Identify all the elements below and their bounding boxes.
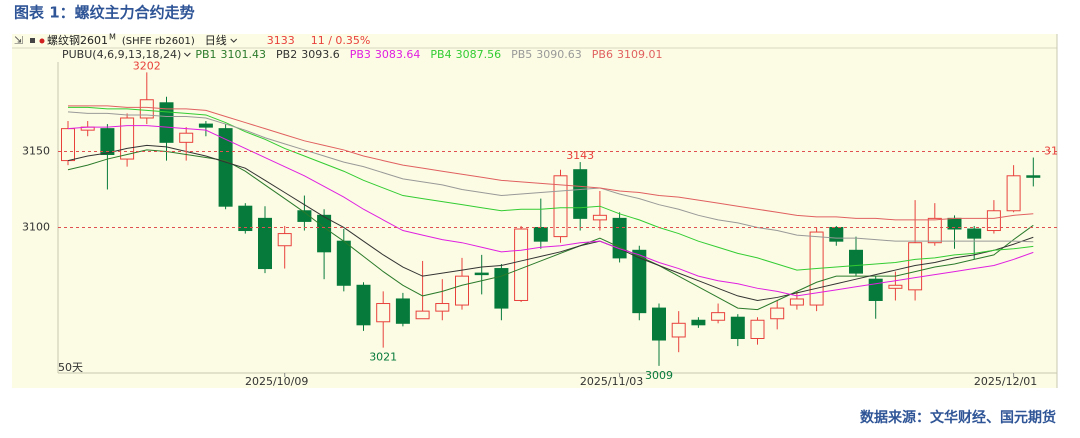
plot: 3146 [61, 72, 1057, 366]
candle-body [297, 210, 312, 222]
candle-body [474, 272, 489, 276]
legend-value: 3090.63 [536, 48, 582, 61]
candle-body [573, 169, 588, 219]
price-change: 11 / 0.35% [311, 34, 371, 47]
x-tick-label: 2025/10/09 [245, 375, 308, 388]
ma-line [67, 111, 1034, 243]
symbol-dot [39, 38, 45, 44]
last-price: 3133 [267, 34, 295, 47]
extreme-label: 3143 [566, 149, 594, 162]
ma-line [68, 105, 1034, 221]
candle-body [927, 217, 942, 244]
candle-body [691, 319, 706, 326]
extreme-label: 3021 [369, 351, 397, 364]
legend-value: 3109.01 [617, 48, 663, 61]
candle-body [671, 322, 686, 338]
candle-body [533, 226, 548, 242]
symbol: 螺纹钢2601 [47, 33, 108, 47]
candle-body [277, 233, 292, 247]
candle-body [632, 249, 647, 314]
candle-body [730, 316, 745, 340]
candle-body [829, 226, 844, 242]
candle-body [494, 268, 509, 309]
candle-body [711, 312, 726, 321]
ma-line [68, 106, 1034, 271]
legend-value: 3087.56 [456, 48, 502, 61]
candle-body [770, 307, 785, 320]
x-tick-label: 2025/11/03 [580, 375, 643, 388]
candle-body [592, 214, 607, 221]
legend-name: PB4 [430, 48, 451, 61]
candle-body [514, 228, 529, 301]
candle-body [868, 278, 883, 301]
legend-name: PB1 [195, 48, 216, 61]
candle-body [336, 240, 351, 286]
candle-body [120, 117, 135, 160]
candle-body [750, 319, 765, 340]
candle-body [258, 217, 272, 270]
legend-name: PB5 [511, 48, 532, 61]
source: 数据来源：文华财经、国元期货 [860, 409, 1056, 426]
plot-background [12, 34, 1057, 388]
extreme-label: 3202 [133, 59, 161, 72]
candle-body [849, 249, 863, 274]
period-chevron [230, 38, 238, 43]
candle-body [376, 303, 391, 323]
symbol-icon [30, 38, 35, 43]
candle-body [967, 228, 982, 239]
candle-body [61, 128, 75, 162]
ma-line [67, 144, 1034, 301]
legend-name: PB3 [350, 48, 371, 61]
legend-value: 3093.6 [301, 48, 340, 61]
candle-body [652, 307, 666, 341]
indicator-label: PUBU(4,6,9,13,18,24) [62, 48, 181, 61]
candle-body [317, 214, 332, 253]
candle-body [986, 210, 1001, 232]
candle-body [159, 102, 174, 143]
candle-body [139, 99, 154, 119]
candle-body [1026, 175, 1041, 178]
legend-name: PB2 [276, 48, 297, 61]
menu-icon: ⇲ [14, 34, 23, 47]
x-tick-label: 2025/12/01 [974, 375, 1037, 388]
candle-body [789, 298, 804, 306]
candle-body [100, 128, 115, 155]
period: 日线 [205, 33, 227, 47]
candle-body [888, 284, 903, 289]
y-tick-label: 3150 [22, 144, 50, 157]
candle-body [356, 284, 371, 326]
legend-name: PB6 [592, 48, 613, 61]
candle-body [198, 123, 213, 128]
candle-body [415, 310, 430, 320]
ma-line [67, 125, 1034, 297]
candle-body [435, 303, 450, 312]
symbol-mark: M [109, 33, 116, 42]
candle-body [612, 217, 627, 259]
y-tick-label: 3100 [22, 220, 50, 233]
candle-body [238, 205, 253, 232]
candle-body [218, 128, 233, 207]
legend-value: 3083.64 [375, 48, 421, 61]
range-label: 50天 [58, 361, 83, 374]
indicator-chevron [183, 52, 191, 57]
candle-body [179, 132, 194, 143]
candle-body [395, 298, 410, 324]
ma-line [67, 149, 1034, 311]
contract: (SHFE rb2601) [122, 36, 195, 47]
chart-title: 图表 1：螺纹主力合约走势 [14, 4, 195, 22]
extreme-label: 3009 [645, 369, 673, 382]
candle-body [455, 275, 469, 306]
legend-value: 3101.43 [221, 48, 267, 61]
candle-body [1006, 175, 1021, 212]
